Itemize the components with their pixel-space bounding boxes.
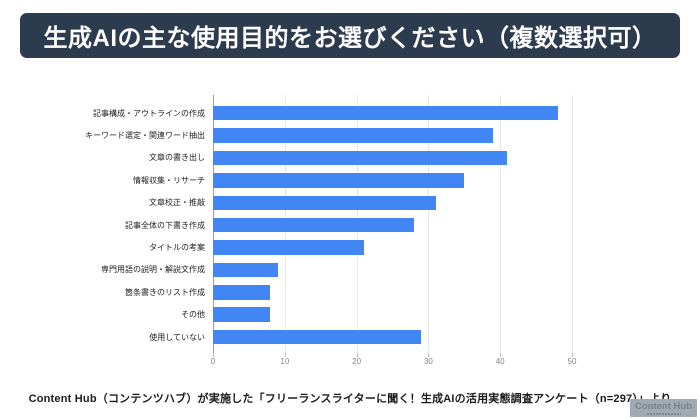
bar-row: キーワード選定・関連ワード抽出 xyxy=(28,124,672,146)
axis-tick xyxy=(500,353,502,357)
bar-track xyxy=(213,150,572,166)
bar-row: 文章の書き出し xyxy=(28,147,672,169)
x-tick-label: 20 xyxy=(352,357,362,366)
category-label: 記事構成・アウトラインの作成 xyxy=(93,108,205,118)
bar[interactable] xyxy=(213,217,415,233)
axis-tick xyxy=(572,353,573,357)
bar-track xyxy=(213,195,572,210)
bar[interactable] xyxy=(213,329,422,345)
gridline xyxy=(428,95,430,353)
bar-track xyxy=(213,329,572,345)
category-label: キーワード選定・関連ワード抽出 xyxy=(85,131,205,141)
bar-track xyxy=(213,173,572,188)
bar-track xyxy=(213,128,572,143)
category-label: 情報収集・リサーチ xyxy=(133,175,205,185)
bar-row: 専門用語の説明・解説文作成 xyxy=(28,259,672,281)
x-tick-label: 40 xyxy=(495,357,505,366)
axis-tick xyxy=(213,353,214,357)
bar-row: 文章校正・推敲 xyxy=(28,192,672,214)
content-hub-logo: Content Hub xyxy=(630,399,697,417)
bar[interactable] xyxy=(213,262,278,278)
category-label: タイトルの考案 xyxy=(149,243,205,253)
bar-row: 箇条書きのリスト作成 xyxy=(28,281,672,303)
x-tick-label: 50 xyxy=(567,357,577,366)
page-title: 生成AIの主な使用目的をお選びください（複数選択可） xyxy=(43,25,657,52)
gridline xyxy=(500,95,502,353)
axis-tick xyxy=(428,353,430,357)
bar-row: 使用していない xyxy=(28,326,672,348)
axis-tick xyxy=(356,353,358,357)
bar[interactable] xyxy=(213,307,271,322)
x-tick-label: 10 xyxy=(280,357,290,366)
bar[interactable] xyxy=(213,150,508,166)
bar-chart: 記事構成・アウトラインの作成キーワード選定・関連ワード抽出文章の書き出し情報収集… xyxy=(28,95,672,366)
bar-row: 記事全体の下書き作成 xyxy=(28,214,672,236)
bar-track xyxy=(213,307,572,322)
title-bar: 生成AIの主な使用目的をお選びください（複数選択可） xyxy=(20,13,680,58)
gridline xyxy=(572,95,573,353)
source-footer: Content Hub（コンテンツハブ）が実施した「フリーランスライターに聞く！… xyxy=(0,389,700,407)
category-label: その他 xyxy=(181,310,205,320)
bar-track xyxy=(213,262,572,278)
bar-track xyxy=(213,105,572,121)
source-text: Content Hub（コンテンツハブ）が実施した「フリーランスライターに聞く！… xyxy=(28,393,672,405)
bar[interactable] xyxy=(213,240,364,255)
bar[interactable] xyxy=(213,173,465,188)
bar[interactable] xyxy=(213,285,271,300)
bar-track xyxy=(213,285,572,300)
bar-track xyxy=(213,240,572,255)
category-label: 専門用語の説明・解説文作成 xyxy=(101,265,205,275)
category-label: 記事全体の下書き作成 xyxy=(125,220,205,230)
category-label: 文章の書き出し xyxy=(149,153,205,163)
x-axis: 0 10 20 30 40 50 xyxy=(210,357,577,369)
bar-row: タイトルの考案 xyxy=(28,236,672,258)
x-tick-label: 0 xyxy=(210,357,216,366)
category-label: 箇条書きのリスト作成 xyxy=(125,287,205,297)
category-label: 文章校正・推敲 xyxy=(149,198,205,208)
bar[interactable] xyxy=(213,128,494,143)
bar[interactable] xyxy=(213,105,558,121)
content-hub-logo-tagline xyxy=(646,412,681,415)
bar-rows: 記事構成・アウトラインの作成キーワード選定・関連ワード抽出文章の書き出し情報収集… xyxy=(28,95,672,348)
category-label: 使用していない xyxy=(149,332,205,342)
bar-track xyxy=(213,217,572,233)
axis-tick xyxy=(284,353,286,357)
x-tick-label: 30 xyxy=(423,357,433,366)
content-hub-logo-text: Content Hub xyxy=(635,400,692,412)
bar[interactable] xyxy=(213,195,436,210)
bar-row: その他 xyxy=(28,304,672,326)
bar-row: 記事構成・アウトラインの作成 xyxy=(28,102,672,124)
bar-row: 情報収集・リサーチ xyxy=(28,169,672,191)
